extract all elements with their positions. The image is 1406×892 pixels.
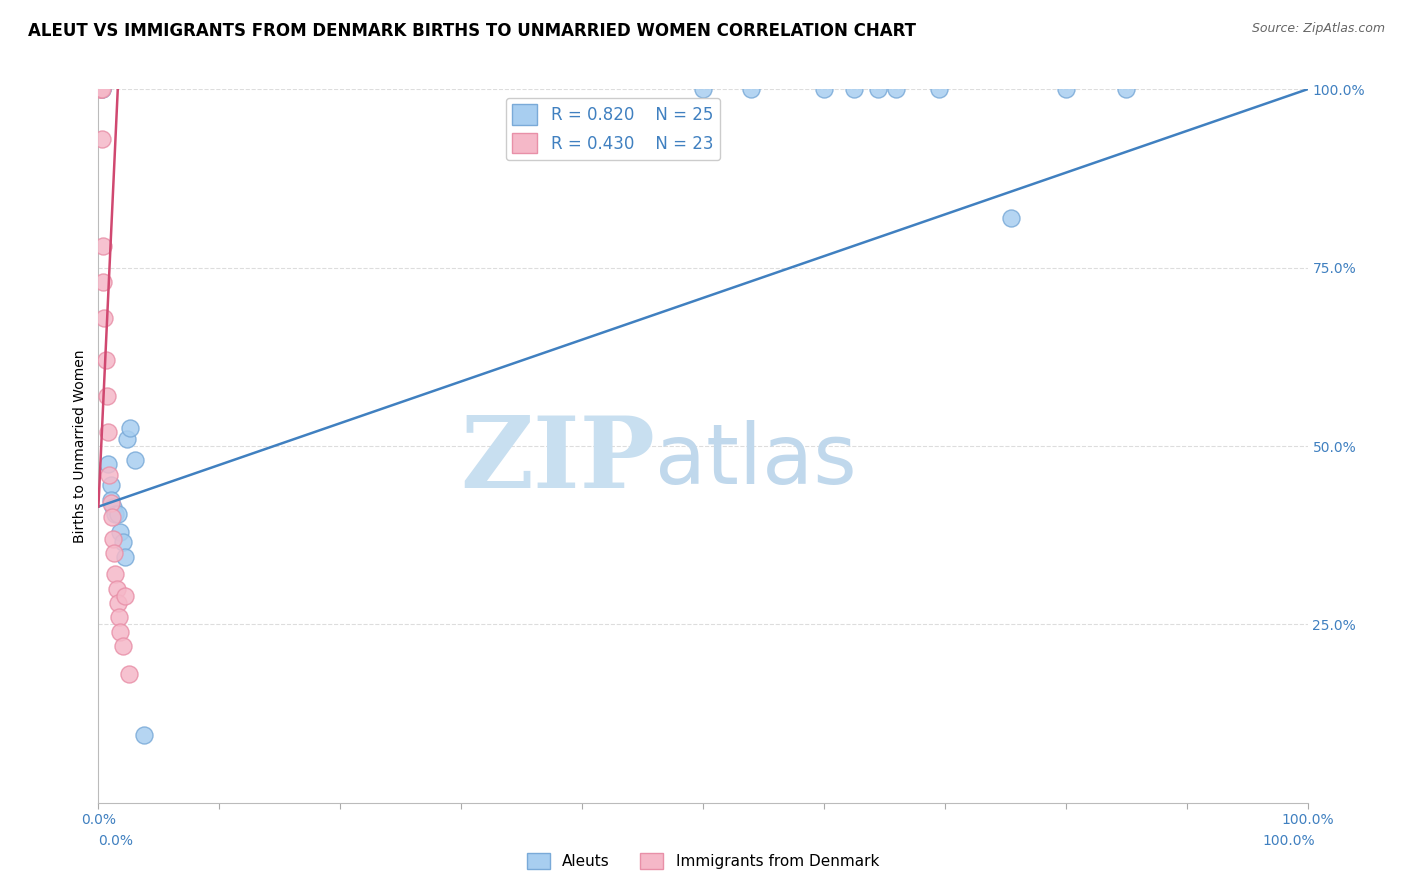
Point [100,496,122,510]
Point [97,457,120,471]
Point [108,524,131,539]
Text: 100.0%: 100.0% [1263,834,1315,848]
Point [928,82,950,96]
Point [1115,82,1137,96]
Point [105,582,128,596]
Point [90,82,112,96]
Point [96,389,118,403]
Point [1000,211,1022,225]
Point [100,510,122,524]
Point [98,467,121,482]
Point [740,82,762,96]
Y-axis label: Births to Unmarried Women: Births to Unmarried Women [73,350,87,542]
Point [93,310,115,325]
Text: Source: ZipAtlas.com: Source: ZipAtlas.com [1251,22,1385,36]
Point [104,507,127,521]
Point [101,532,124,546]
Text: ZIP: ZIP [460,412,655,508]
Point [91,239,114,253]
Point [108,624,131,639]
Point [124,453,146,467]
Point [100,492,122,507]
Point [114,589,136,603]
Point [868,82,890,96]
Point [108,610,131,624]
Point [91,275,114,289]
Text: atlas: atlas [655,420,856,500]
Point [111,535,134,549]
Point [89,82,111,96]
Point [107,596,129,610]
Point [91,82,114,96]
Text: 0.0%: 0.0% [98,834,134,848]
Point [104,567,127,582]
Point [91,132,114,146]
Point [114,549,136,564]
Text: ALEUT VS IMMIGRANTS FROM DENMARK BIRTHS TO UNMARRIED WOMEN CORRELATION CHART: ALEUT VS IMMIGRANTS FROM DENMARK BIRTHS … [28,22,917,40]
Point [118,667,141,681]
Point [91,82,114,96]
Point [107,507,129,521]
Point [101,500,124,514]
Legend: Aleuts, Immigrants from Denmark: Aleuts, Immigrants from Denmark [520,847,886,875]
Point [1054,82,1077,96]
Point [103,546,125,560]
Point [111,639,134,653]
Point [134,728,156,742]
Point [692,82,714,96]
Point [813,82,835,96]
Point [100,478,122,492]
Point [91,82,114,96]
Point [118,421,141,435]
Point [94,353,117,368]
Point [117,432,139,446]
Point [844,82,866,96]
Point [97,425,120,439]
Legend: R = 0.820    N = 25, R = 0.430    N = 23: R = 0.820 N = 25, R = 0.430 N = 23 [506,97,720,160]
Point [886,82,908,96]
